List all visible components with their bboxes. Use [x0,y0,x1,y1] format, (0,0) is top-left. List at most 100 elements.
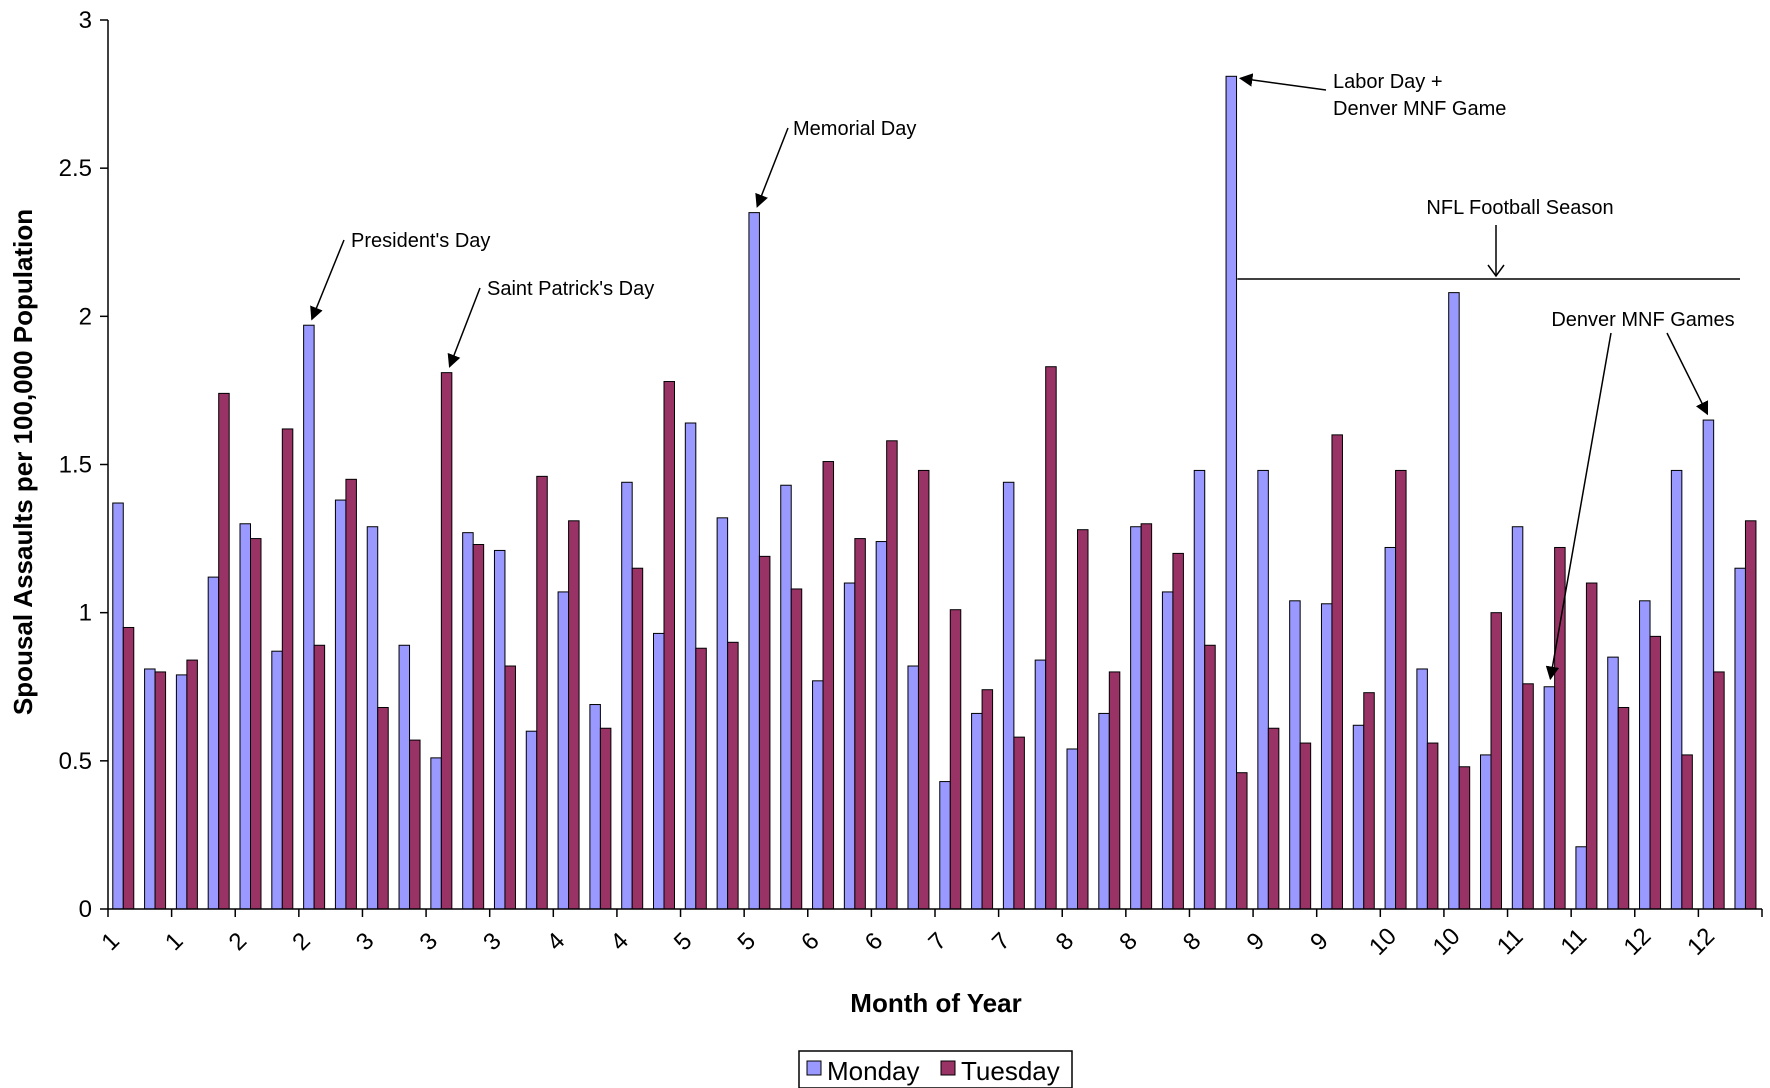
y-tick-label-6: 3 [79,7,92,34]
bar-monday-28 [1002,481,1015,910]
x-tick-label-20: 10 [1364,923,1402,961]
bar-monday-25 [907,665,919,910]
bar-tuesday-25 [917,469,930,910]
y-tick-label-4: 2 [79,303,92,330]
legend-swatch-tuesday [940,1060,956,1076]
bar-tuesday-27 [981,689,994,910]
bar-tuesday-28 [1013,736,1025,910]
bar-tuesday-31 [1108,671,1121,910]
x-tick-label-17: 8 [1178,927,1207,956]
bar-tuesday-17 [663,381,675,910]
annotation-presidents-day: President's Day [351,230,490,252]
bar-tuesday-43 [1490,612,1502,910]
x-tick-label-19: 9 [1305,927,1334,956]
x-tick-label-1: 1 [160,927,189,956]
annotation-saint-patricks-day: Saint Patrick's Day [487,278,654,300]
bar-tuesday-42 [1458,766,1471,910]
x-tick-label-18: 9 [1242,927,1271,956]
arrow-labor-day [1238,73,1327,91]
y-tick-label-3: 1.5 [59,452,92,479]
bar-tuesday-41 [1426,742,1439,910]
bar-monday-45 [1543,686,1556,910]
y-axis-title: Spousal Assaults per 100,000 Population [8,209,38,715]
nfl-season-pointer-head [1487,264,1505,278]
bar-tuesday-38 [1331,434,1343,910]
x-tick-label-22: 11 [1492,923,1529,960]
bar-monday-7 [334,499,347,910]
annotation-labor-day-line1: Labor Day + [1333,71,1443,93]
bar-monday-14 [557,591,570,910]
bar-monday-4 [239,523,251,910]
bar-tuesday-7 [345,478,357,910]
legend-swatch-monday [806,1060,822,1076]
bar-tuesday-51 [1744,520,1757,910]
bar-tuesday-26 [949,609,962,910]
bar-tuesday-22 [822,461,835,910]
bar-monday-30 [1066,748,1078,910]
bar-tuesday-16 [631,567,644,910]
arrow-memorial-day [755,127,789,208]
arrow-denver-mnf-2 [1666,332,1709,416]
bar-monday-3 [207,576,220,910]
bar-monday-11 [462,532,474,910]
bar-monday-15 [589,704,601,910]
x-tick-label-7: 4 [542,927,571,956]
bar-tuesday-4 [250,538,262,910]
annotation-labor-day-line2: Denver MNF Game [1333,98,1506,120]
arrow-denver-mnf-1 [1545,332,1612,681]
x-tick-label-12: 6 [860,927,889,956]
bar-tuesday-20 [758,555,771,910]
x-tick-label-6: 3 [478,927,507,956]
x-tick-label-8: 4 [605,927,634,956]
bar-monday-12 [493,549,506,910]
bar-monday-39 [1352,724,1365,910]
bar-tuesday-49 [1681,754,1693,910]
bar-monday-26 [939,781,951,910]
bar-tuesday-11 [472,544,485,910]
bar-tuesday-5 [281,428,294,910]
bar-monday-21 [780,484,792,910]
bar-monday-1 [144,668,156,910]
x-tick-label-0: 1 [96,927,125,956]
bar-monday-32 [1130,526,1142,910]
bar-monday-9 [398,644,411,910]
annotations-layer: President's Day Saint Patrick's Day Memori… [310,71,1740,681]
x-tick-label-25: 12 [1682,923,1720,961]
bar-monday-17 [653,632,665,910]
x-tick-label-11: 6 [796,927,825,956]
bar-tuesday-13 [536,475,548,910]
x-tick-label-23: 11 [1555,923,1592,960]
y-tick-label-5: 2.5 [59,155,92,182]
bar-monday-16 [621,481,633,910]
bar-tuesday-29 [1045,366,1057,910]
bar-monday-27 [971,712,983,910]
bar-monday-20 [748,212,760,910]
bar-tuesday-21 [790,588,803,910]
annotation-nfl-season: NFL Football Season [1426,197,1613,219]
bar-monday-48 [1639,600,1651,910]
bar-tuesday-8 [377,706,389,910]
bar-tuesday-37 [1299,742,1312,910]
bar-tuesday-1 [154,671,167,910]
bar-monday-51 [1734,567,1746,910]
x-tick-label-9: 5 [669,927,698,956]
bar-tuesday-10 [440,372,453,910]
bar-monday-44 [1511,526,1524,910]
bar-monday-18 [684,422,697,910]
x-axis-title: Month of Year [850,988,1021,1018]
bar-monday-33 [1161,591,1174,910]
bar-monday-41 [1416,668,1428,910]
x-tick-label-5: 3 [415,927,444,956]
bar-monday-37 [1289,600,1301,910]
legend-frame [798,1050,1073,1088]
bar-monday-10 [430,757,442,910]
bar-tuesday-34 [1204,644,1216,910]
bar-tuesday-9 [409,739,421,910]
bar-tuesday-35 [1236,772,1248,910]
bar-tuesday-30 [1077,529,1089,910]
bar-monday-2 [175,674,188,910]
x-tick-label-13: 7 [923,927,952,956]
bar-tuesday-47 [1617,706,1630,910]
bar-monday-34 [1193,469,1206,910]
